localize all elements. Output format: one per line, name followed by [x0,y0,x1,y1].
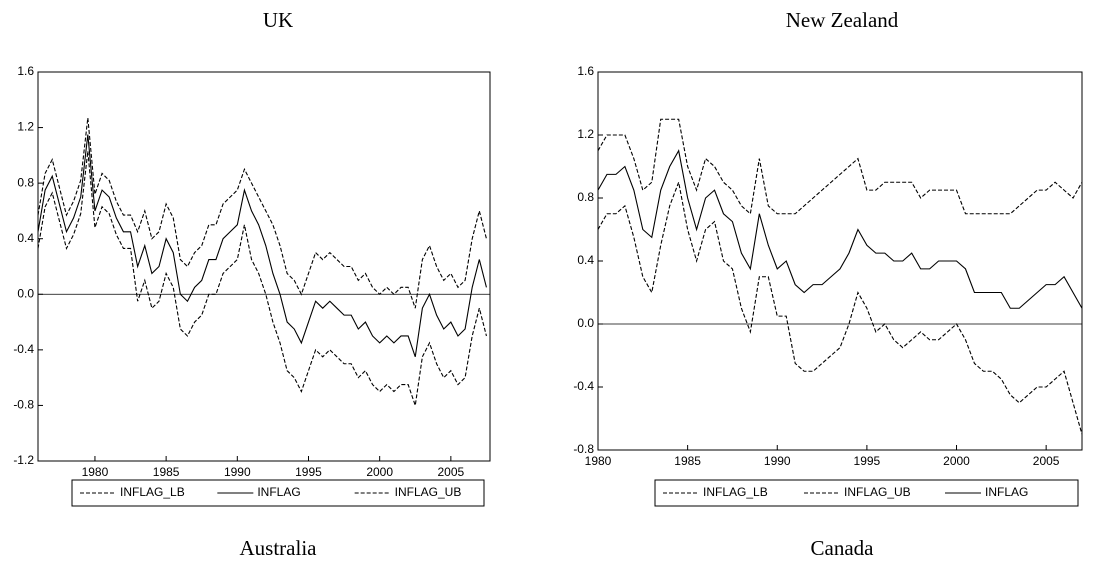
y-tick-label: 0.8 [577,190,594,204]
series-line [37,117,487,309]
y-tick-label: 0.0 [17,286,34,300]
legend-label: INFLAG_LB [120,485,185,499]
y-tick-label: -0.4 [13,342,34,356]
x-tick-label: 1990 [764,454,791,468]
y-tick-label: -0.4 [573,379,594,393]
series-line [37,134,487,357]
y-tick-label: 0.8 [17,175,34,189]
chart-title: UK [263,8,293,32]
panel-title: Australia [240,536,318,560]
legend-box [71,479,485,507]
x-tick-label: 1990 [224,465,251,479]
x-tick-label: 1985 [674,454,701,468]
y-tick-label: 0.4 [17,231,34,245]
legend-box [654,479,1079,507]
x-tick-label: 2005 [437,465,464,479]
x-tick-label: 1995 [854,454,881,468]
y-tick-label: 1.6 [17,64,34,78]
y-tick-label: 0.0 [577,316,594,330]
x-tick-label: 1980 [585,454,612,468]
chart-title: New Zealand [786,8,899,32]
series-line [597,118,1083,215]
x-tick-label: 2000 [366,465,393,479]
y-tick-label: 1.2 [17,120,34,134]
y-tick-label: -1.2 [13,453,34,467]
plot-frame [37,71,491,462]
legend-label: INFLAG_UB [844,485,911,499]
x-tick-label: 1995 [295,465,322,479]
legend-label: INFLAG [257,485,300,499]
y-tick-label: 1.6 [577,64,594,78]
panel-title: Canada [811,536,875,560]
x-tick-label: 2005 [1033,454,1060,468]
legend-label: INFLAG [985,485,1028,499]
legend-label: INFLAG_UB [395,485,462,499]
series-line [597,180,1083,435]
y-tick-label: 0.4 [577,253,594,267]
x-tick-label: 1980 [82,465,109,479]
y-tick-label: -0.8 [573,442,594,456]
y-tick-label: 1.2 [577,127,594,141]
y-tick-label: -0.8 [13,398,34,412]
series-line [597,149,1083,309]
x-tick-label: 1985 [153,465,180,479]
legend-label: INFLAG_LB [703,485,768,499]
x-tick-label: 2000 [943,454,970,468]
